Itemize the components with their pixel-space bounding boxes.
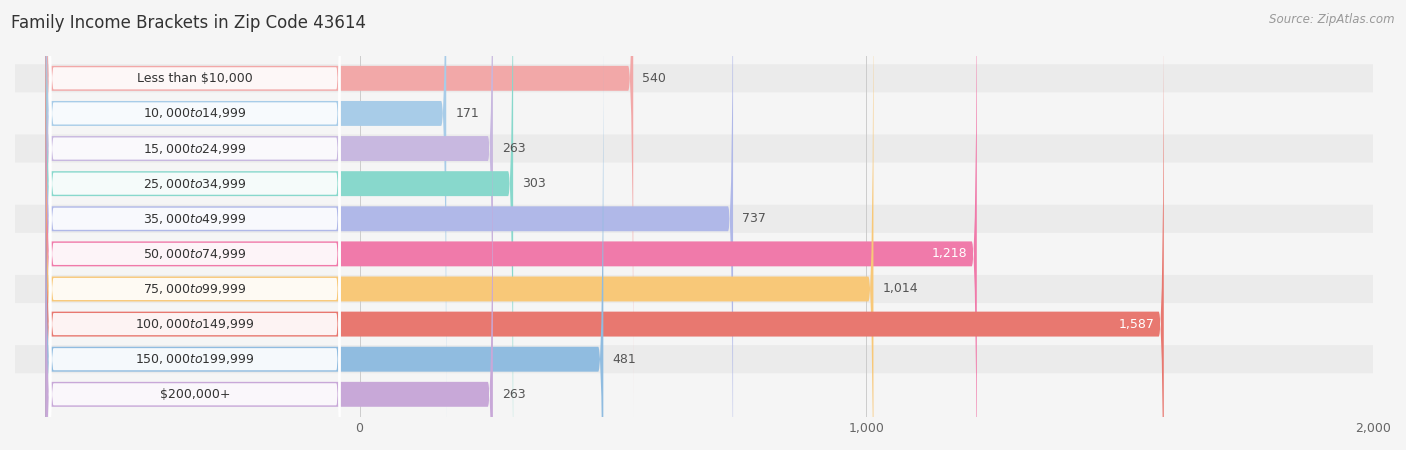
Text: $75,000 to $99,999: $75,000 to $99,999 <box>143 282 246 296</box>
Text: Less than $10,000: Less than $10,000 <box>136 72 253 85</box>
FancyBboxPatch shape <box>45 0 513 450</box>
FancyBboxPatch shape <box>49 90 340 450</box>
FancyBboxPatch shape <box>15 135 1374 162</box>
Text: $200,000+: $200,000+ <box>160 388 231 401</box>
FancyBboxPatch shape <box>49 0 340 450</box>
FancyBboxPatch shape <box>45 0 873 450</box>
Text: $150,000 to $199,999: $150,000 to $199,999 <box>135 352 254 366</box>
Text: 263: 263 <box>502 142 526 155</box>
FancyBboxPatch shape <box>45 0 1164 450</box>
Text: 303: 303 <box>522 177 546 190</box>
Text: 737: 737 <box>742 212 766 225</box>
Text: 171: 171 <box>456 107 479 120</box>
FancyBboxPatch shape <box>49 19 340 450</box>
Text: $25,000 to $34,999: $25,000 to $34,999 <box>143 177 246 191</box>
FancyBboxPatch shape <box>15 380 1374 408</box>
FancyBboxPatch shape <box>15 64 1374 92</box>
FancyBboxPatch shape <box>45 0 494 450</box>
FancyBboxPatch shape <box>45 21 603 450</box>
FancyBboxPatch shape <box>15 310 1374 338</box>
FancyBboxPatch shape <box>49 0 340 418</box>
Text: $100,000 to $149,999: $100,000 to $149,999 <box>135 317 254 331</box>
FancyBboxPatch shape <box>49 54 340 450</box>
Text: 540: 540 <box>643 72 666 85</box>
FancyBboxPatch shape <box>15 275 1374 303</box>
FancyBboxPatch shape <box>45 0 977 450</box>
FancyBboxPatch shape <box>45 0 446 450</box>
Text: $35,000 to $49,999: $35,000 to $49,999 <box>143 212 246 226</box>
FancyBboxPatch shape <box>49 0 340 450</box>
Text: 263: 263 <box>502 388 526 401</box>
FancyBboxPatch shape <box>15 345 1374 373</box>
Text: $10,000 to $14,999: $10,000 to $14,999 <box>143 107 246 121</box>
Text: Family Income Brackets in Zip Code 43614: Family Income Brackets in Zip Code 43614 <box>11 14 366 32</box>
FancyBboxPatch shape <box>15 240 1374 268</box>
Text: 1,014: 1,014 <box>883 283 918 296</box>
Text: Source: ZipAtlas.com: Source: ZipAtlas.com <box>1270 14 1395 27</box>
FancyBboxPatch shape <box>45 0 633 417</box>
Text: $50,000 to $74,999: $50,000 to $74,999 <box>143 247 246 261</box>
FancyBboxPatch shape <box>49 0 340 450</box>
FancyBboxPatch shape <box>49 0 340 383</box>
FancyBboxPatch shape <box>15 99 1374 127</box>
FancyBboxPatch shape <box>15 170 1374 198</box>
Text: 481: 481 <box>613 353 636 366</box>
FancyBboxPatch shape <box>45 0 733 450</box>
FancyBboxPatch shape <box>15 205 1374 233</box>
FancyBboxPatch shape <box>49 125 340 450</box>
FancyBboxPatch shape <box>45 56 494 450</box>
Text: 1,218: 1,218 <box>932 248 967 261</box>
FancyBboxPatch shape <box>49 0 340 348</box>
Text: $15,000 to $24,999: $15,000 to $24,999 <box>143 142 246 156</box>
Text: 1,587: 1,587 <box>1119 318 1154 331</box>
